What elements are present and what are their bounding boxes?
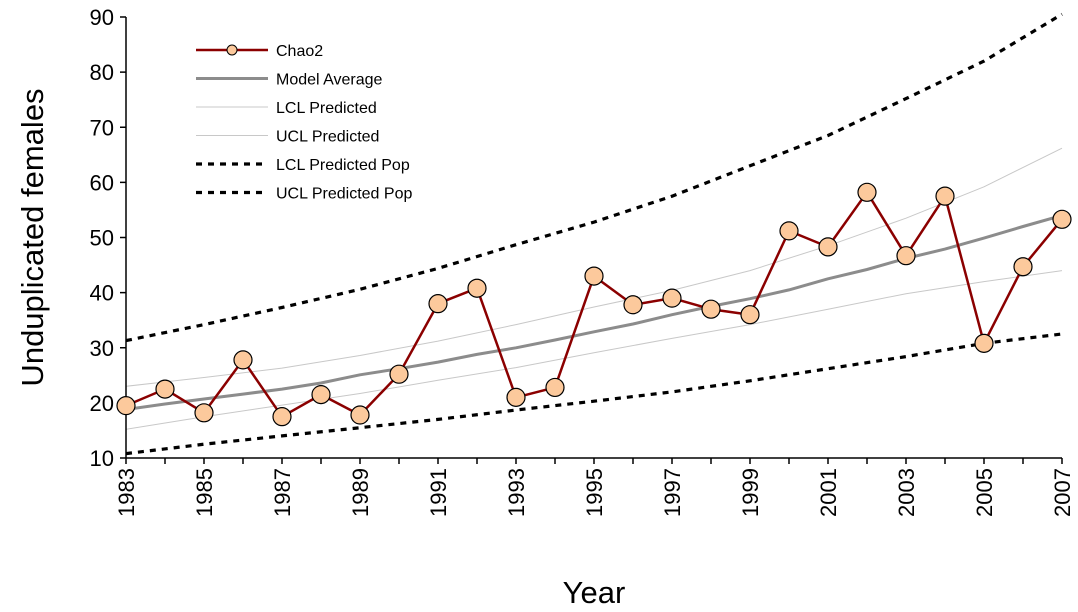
legend-label: Model Average [276, 72, 383, 89]
chao2-point [194, 403, 214, 423]
x-tick-label: 1993 [504, 468, 529, 517]
chao2-point [779, 221, 799, 241]
x-tick-label: 1985 [192, 468, 217, 517]
chao2-point [935, 186, 955, 206]
x-tick-label: 2003 [894, 468, 919, 517]
y-tick-label: 70 [90, 115, 114, 140]
chao2-point [896, 246, 916, 266]
series-line-lcl-predicted-pop [125, 332, 1063, 456]
y-tick-label: 30 [90, 336, 114, 361]
chao2-point [584, 266, 604, 286]
y-tick-label: 40 [90, 281, 114, 306]
x-tick-label: 1989 [348, 468, 373, 517]
x-tick-label: 1983 [114, 468, 139, 517]
series-line-chao2 [125, 191, 1063, 418]
chao2-point [545, 377, 565, 398]
x-tick-label: 1995 [582, 468, 607, 517]
legend-label: UCL Predicted [276, 129, 379, 146]
y-tick-label: 20 [90, 391, 114, 416]
legend: Chao2 Model Average LCL Predicted UCL Predi… [196, 43, 412, 203]
chao2-point [506, 387, 526, 407]
y-tick-label: 50 [90, 226, 114, 251]
series-line-lcl-predicted [125, 270, 1063, 430]
x-tick-label: 1991 [426, 468, 451, 517]
series-line-ucl-predicted-pop [125, 12, 1063, 343]
legend-label: LCL Predicted [276, 100, 377, 117]
series-markers-group [116, 182, 1072, 427]
chao2-point [623, 295, 643, 315]
chao2-point [350, 405, 370, 425]
x-tick-label: 1999 [738, 468, 763, 517]
chao2-point [701, 299, 721, 319]
x-tick-label: 2005 [972, 468, 997, 517]
series-line-model-average [125, 213, 1063, 411]
chao2-point [155, 379, 175, 399]
axes-group [120, 16, 1063, 464]
chao2-point [818, 237, 838, 257]
y-axis-title: Unduplicated females [15, 88, 50, 386]
x-tick-label: 1997 [660, 468, 685, 517]
chao2-point [428, 294, 448, 314]
x-axis-title: Year [563, 575, 626, 610]
tick-labels-group: 10 20 30 40 50 60 70 80 90 1983 1985 1987 1989 1991 19… [90, 5, 1075, 517]
legend-marker-chao2 [226, 44, 238, 56]
chao2-point [1013, 257, 1033, 277]
y-tick-label: 90 [90, 5, 114, 30]
y-tick-label: 80 [90, 60, 114, 85]
chao2-point [116, 396, 136, 416]
chao2-point [740, 305, 760, 325]
legend-label: UCL Predicted Pop [276, 186, 412, 203]
y-tick-label: 60 [90, 170, 114, 195]
chao2-point [857, 182, 877, 202]
chao2-point [1052, 209, 1072, 229]
y-tick-label: 10 [90, 446, 114, 471]
chao2-point [389, 364, 409, 384]
chao2-point [272, 407, 292, 427]
legend-label: Chao2 [276, 43, 323, 60]
x-tick-label: 2007 [1050, 468, 1075, 517]
chao2-point [662, 288, 682, 308]
series-lines-group [125, 12, 1063, 456]
chao2-point [233, 350, 253, 370]
x-tick-label: 1987 [270, 468, 295, 517]
legend-label: LCL Predicted Pop [276, 157, 410, 174]
chao2-point [311, 385, 331, 405]
chao2-point [467, 278, 487, 298]
series-line-ucl-predicted [125, 147, 1063, 387]
x-tick-label: 2001 [816, 468, 841, 517]
chao2-point [974, 333, 994, 353]
